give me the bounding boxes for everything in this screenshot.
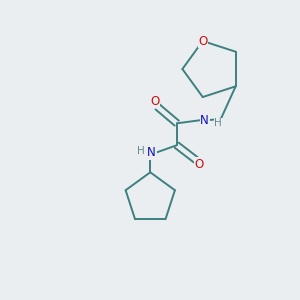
Text: N: N bbox=[147, 146, 156, 159]
Text: O: O bbox=[198, 34, 207, 47]
Text: N: N bbox=[200, 114, 209, 127]
Text: O: O bbox=[195, 158, 204, 171]
Text: O: O bbox=[150, 94, 159, 108]
Text: H: H bbox=[214, 118, 222, 128]
Text: H: H bbox=[137, 146, 144, 156]
